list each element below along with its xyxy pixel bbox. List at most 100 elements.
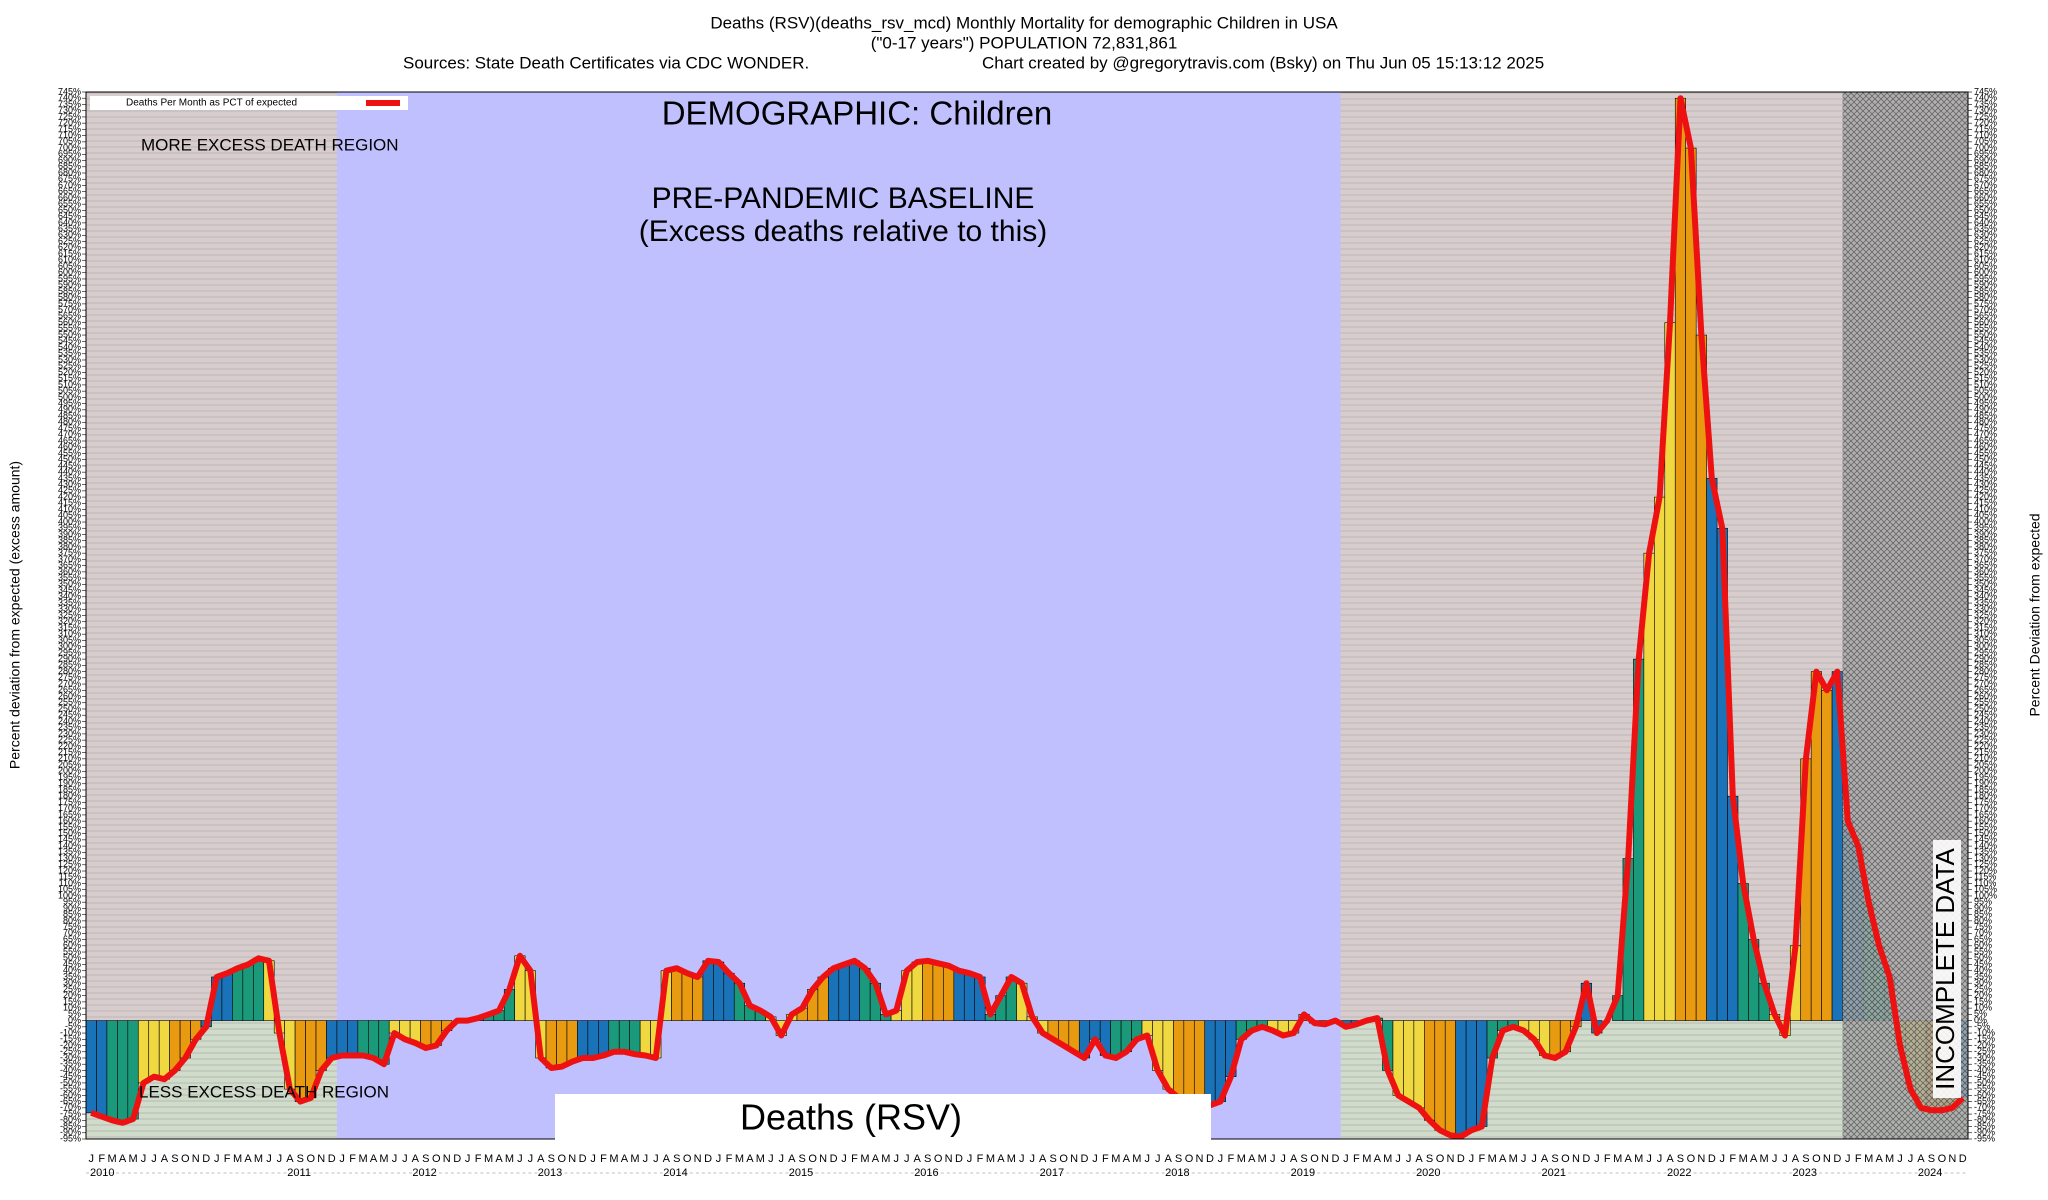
incomplete-label: INCOMPLETE DATA bbox=[1930, 847, 1960, 1089]
y2-tick-label: 40% bbox=[1974, 965, 1992, 975]
y-tick-label: -45% bbox=[60, 1071, 81, 1081]
y2-tick-label: 60% bbox=[1974, 940, 1992, 950]
month-label: D bbox=[202, 1153, 210, 1165]
y2-tick-label: 110% bbox=[1974, 878, 1996, 888]
y-tick-label: 275% bbox=[58, 672, 81, 682]
y2-tick-label: 285% bbox=[1974, 660, 1997, 670]
y2-tick-label: 690% bbox=[1974, 155, 1997, 165]
y-tick-label: 410% bbox=[58, 504, 81, 514]
month-label: A bbox=[412, 1153, 420, 1165]
y2-tick-label: 370% bbox=[1974, 554, 1997, 564]
bar bbox=[848, 960, 861, 1021]
bar bbox=[232, 967, 244, 1021]
y2-tick-label: 495% bbox=[1974, 398, 1997, 408]
y-tick-label: 525% bbox=[58, 361, 81, 371]
y2-tick-label: 550% bbox=[1974, 329, 1997, 339]
bar bbox=[1444, 1020, 1456, 1136]
bar bbox=[367, 1020, 380, 1059]
bar bbox=[713, 961, 725, 1021]
month-label: F bbox=[851, 1153, 858, 1165]
y2-tick-label: 115% bbox=[1974, 872, 1996, 882]
y2-tick-label: 625% bbox=[1974, 236, 1997, 246]
y-tick-label: 510% bbox=[58, 379, 81, 389]
y2-tick-label: -70% bbox=[1974, 1102, 1995, 1112]
y-tick-label: 160% bbox=[58, 816, 81, 826]
y-tick-label: 210% bbox=[58, 753, 81, 763]
y-tick-label: -5% bbox=[65, 1021, 81, 1031]
y-tick-label: -55% bbox=[60, 1084, 81, 1094]
y2-tick-label: 575% bbox=[1974, 298, 1997, 308]
month-label: S bbox=[297, 1153, 304, 1165]
y2-axis-label: Percent Deviation from expected bbox=[2027, 513, 2043, 716]
y2-tick-label: 30% bbox=[1974, 978, 1992, 988]
y2-tick-label: 390% bbox=[1974, 529, 1997, 539]
y-tick-label: 530% bbox=[58, 354, 81, 364]
bar bbox=[242, 964, 254, 1021]
y-tick-label: 745% bbox=[58, 86, 81, 96]
month-label: J bbox=[1144, 1153, 1150, 1165]
month-label: N bbox=[1572, 1153, 1580, 1165]
y-tick-label: 430% bbox=[58, 479, 81, 489]
y2-tick-label: 400% bbox=[1974, 516, 1997, 526]
y2-tick-label: 415% bbox=[1974, 498, 1997, 508]
month-label: M bbox=[1362, 1153, 1371, 1165]
y-tick-label: -75% bbox=[60, 1108, 81, 1118]
y-tick-label: 440% bbox=[58, 467, 81, 477]
y-tick-label: 195% bbox=[58, 772, 81, 782]
month-label: M bbox=[1007, 1153, 1016, 1165]
bar bbox=[963, 972, 976, 1021]
month-label: N bbox=[1446, 1153, 1454, 1165]
y-tick-label: 710% bbox=[58, 130, 81, 140]
y-tick-label: 565% bbox=[58, 311, 81, 321]
y2-tick-label: 160% bbox=[1974, 816, 1997, 826]
bar bbox=[106, 1020, 118, 1121]
bar bbox=[1821, 689, 1833, 1021]
y-tick-label: 130% bbox=[58, 853, 81, 863]
y-tick-label: 675% bbox=[58, 174, 81, 184]
month-label: J bbox=[141, 1153, 147, 1165]
y-tick-label: 610% bbox=[58, 255, 81, 265]
month-label: J bbox=[1908, 1153, 1914, 1165]
y2-tick-label: 450% bbox=[1974, 454, 1997, 464]
month-label: J bbox=[768, 1153, 774, 1165]
month-label: M bbox=[735, 1153, 744, 1165]
y-tick-label: 25% bbox=[63, 984, 81, 994]
month-label: F bbox=[726, 1153, 733, 1165]
y2-tick-label: -55% bbox=[1974, 1084, 1995, 1094]
month-label: F bbox=[1855, 1153, 1862, 1165]
month-label: A bbox=[244, 1153, 252, 1165]
y2-tick-label: -10% bbox=[1974, 1027, 1995, 1037]
y2-tick-label: 150% bbox=[1974, 828, 1997, 838]
y2-tick-label: 470% bbox=[1974, 429, 1997, 439]
y2-tick-label: 235% bbox=[1974, 722, 1997, 732]
y2-tick-label: 355% bbox=[1974, 572, 1997, 582]
y-tick-label: 185% bbox=[58, 784, 81, 794]
year-label: 2020 bbox=[1416, 1167, 1440, 1179]
month-label: J bbox=[1772, 1153, 1778, 1165]
y2-tick-label: 455% bbox=[1974, 448, 1997, 458]
y-tick-label: 590% bbox=[58, 280, 81, 290]
credit: Chart created by @gregorytravis.com (Bsk… bbox=[982, 53, 1544, 72]
month-label: M bbox=[1509, 1153, 1518, 1165]
y2-tick-label: 135% bbox=[1974, 847, 1997, 857]
bar bbox=[639, 1020, 651, 1056]
y2-tick-label: 695% bbox=[1974, 149, 1997, 159]
month-label: J bbox=[1029, 1153, 1035, 1165]
month-label: S bbox=[673, 1153, 680, 1165]
month-label: F bbox=[349, 1153, 356, 1165]
y2-tick-label: 315% bbox=[1974, 622, 1997, 632]
y-tick-label: 550% bbox=[58, 329, 81, 339]
month-label: J bbox=[1395, 1153, 1401, 1165]
y2-tick-label: 570% bbox=[1974, 305, 1997, 315]
y-tick-label: -80% bbox=[60, 1115, 81, 1125]
month-label: M bbox=[1258, 1153, 1267, 1165]
y-tick-label: 375% bbox=[58, 548, 81, 558]
y2-tick-label: 620% bbox=[1974, 242, 1997, 252]
bar bbox=[137, 1020, 150, 1084]
y-tick-label: 360% bbox=[58, 566, 81, 576]
month-label: J bbox=[779, 1153, 785, 1165]
y-tick-label: 730% bbox=[58, 105, 81, 115]
year-label: 2019 bbox=[1291, 1167, 1315, 1179]
bar bbox=[336, 1020, 348, 1056]
y2-tick-label: 710% bbox=[1974, 130, 1997, 140]
